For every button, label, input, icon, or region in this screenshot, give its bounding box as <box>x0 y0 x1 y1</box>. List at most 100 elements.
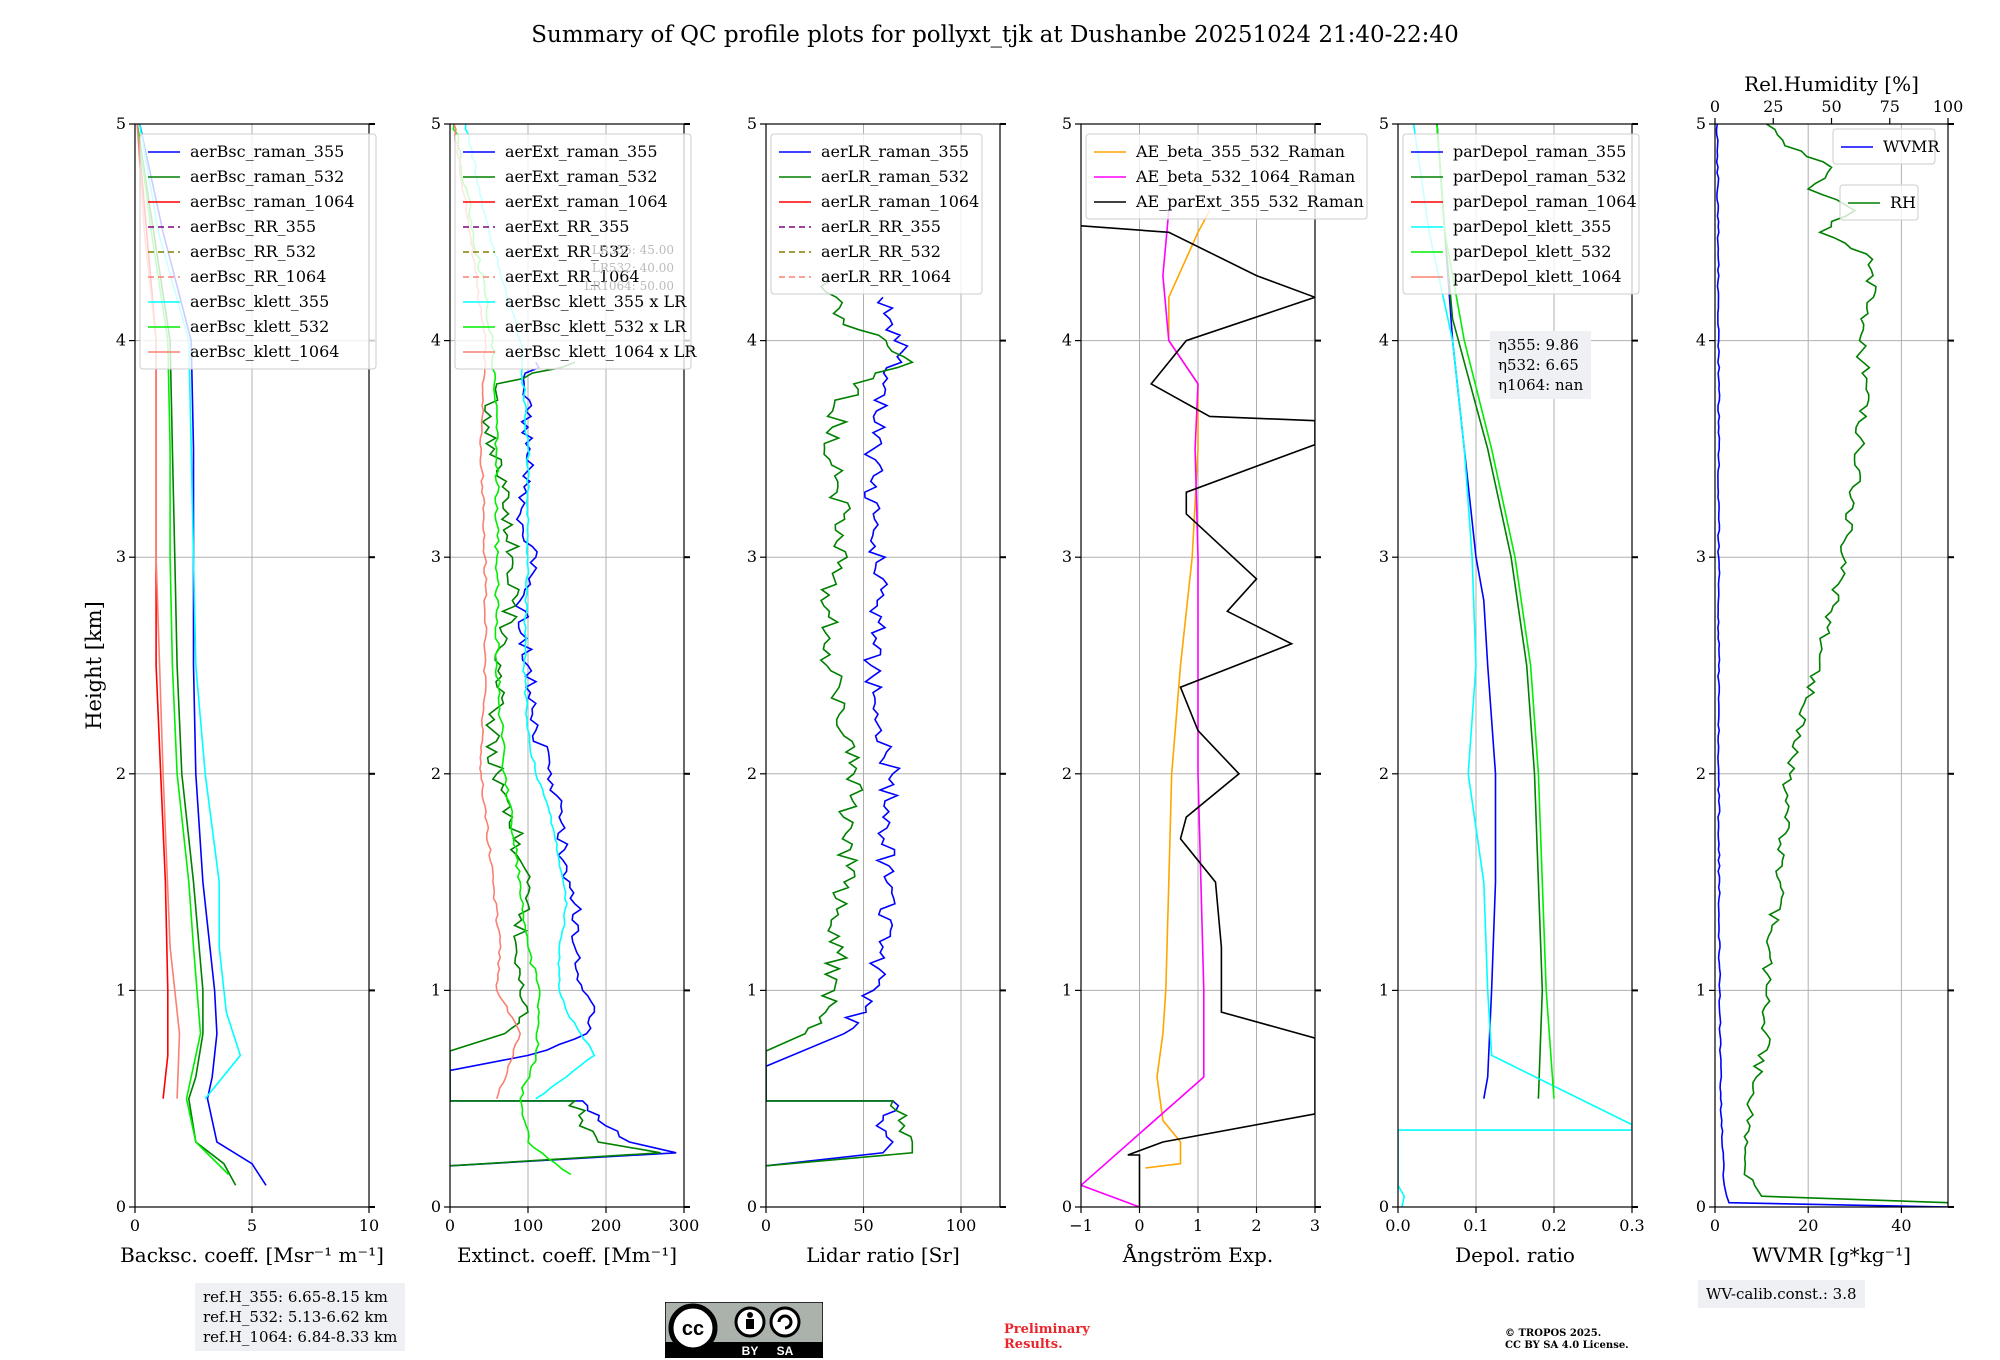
cc-sa-label: SA <box>777 1344 794 1358</box>
wv-ytick-label: 2 <box>1696 764 1706 783</box>
eta-355: η355: 9.86 <box>1498 336 1579 354</box>
wv-legend-label: WVMR <box>1883 137 1940 156</box>
svg-text:cc: cc <box>682 1318 704 1340</box>
wv-top-xtick-label: 100 <box>1933 97 1964 116</box>
depol-legend-label: parDepol_raman_532 <box>1453 167 1626 186</box>
wv-series-WVMR <box>1715 124 1948 1207</box>
bsc-ytick-label: 3 <box>116 547 126 566</box>
ae-xtick-label: 3 <box>1310 1216 1320 1235</box>
lr-xlabel: Lidar ratio [Sr] <box>806 1243 960 1267</box>
lr-series-aerLR_raman_355 <box>766 296 909 1167</box>
depol-xtick-label: 0.3 <box>1619 1216 1644 1235</box>
wv-xtick-label: 0 <box>1710 1216 1720 1235</box>
lr-ytick-label: 3 <box>747 547 757 566</box>
bsc-ytick-label: 5 <box>116 114 126 133</box>
ae-xtick-label: −1 <box>1069 1216 1093 1235</box>
wv-ytick-label: 0 <box>1696 1197 1706 1216</box>
wv-xlabel: WVMR [g*kg⁻¹] <box>1752 1243 1911 1267</box>
wv-legend-box <box>1832 128 1936 165</box>
bsc-legend-box <box>139 133 377 370</box>
ext-legend-label: aerExt_RR_532 <box>505 242 629 261</box>
eta-box: η355: 9.86 η532: 6.65 η1064: nan <box>1490 331 1592 399</box>
ext-annotation: LR532: 40.00 <box>592 261 674 275</box>
ae-xlabel: Ångström Exp. <box>1122 1242 1273 1267</box>
wv-top-xtick-label: 0 <box>1710 97 1720 116</box>
wv-series-RH <box>1743 124 1948 1204</box>
ext-legend-box <box>454 133 692 370</box>
bsc-ytick-label: 1 <box>116 980 126 999</box>
bsc-legend-label: aerBsc_raman_1064 <box>190 192 355 211</box>
ext-ytick-label: 2 <box>431 764 441 783</box>
depol-axes-frame <box>1397 123 1633 1208</box>
ae-legend-label: AE_parExt_355_532_Raman <box>1135 192 1364 211</box>
bsc-legend-label: aerBsc_RR_1064 <box>190 267 326 286</box>
depol-legend-label: parDepol_raman_1064 <box>1453 192 1637 211</box>
preliminary-note: Preliminary Results. <box>1004 1322 1090 1352</box>
ext-ytick-label: 5 <box>431 114 441 133</box>
lr-legend-label: aerLR_raman_355 <box>821 142 969 161</box>
depol-legend-label: parDepol_klett_355 <box>1453 217 1611 236</box>
lr-xtick-label: 100 <box>946 1216 977 1235</box>
lr-legend-box <box>770 133 983 295</box>
ae-xtick-label: 0 <box>1134 1216 1144 1235</box>
copyright-line-1: © TROPOS 2025. <box>1505 1328 1602 1339</box>
bsc-legend-label: aerBsc_RR_532 <box>190 242 316 261</box>
lr-legend-label: aerLR_RR_532 <box>821 242 941 261</box>
ae-ytick-label: 2 <box>1062 764 1072 783</box>
ext-xtick-label: 300 <box>669 1216 700 1235</box>
wv-legend2-label: RH <box>1890 193 1916 212</box>
wv-xtick-label: 40 <box>1891 1216 1911 1235</box>
depol-ytick-label: 0 <box>1379 1197 1389 1216</box>
bsc-legend-label: aerBsc_klett_1064 <box>190 342 339 361</box>
lr-xtick-label: 0 <box>761 1216 771 1235</box>
wv-xtick-label: 20 <box>1798 1216 1818 1235</box>
lr-legend-label: aerLR_raman_532 <box>821 167 969 186</box>
ae-xtick-label: 1 <box>1193 1216 1203 1235</box>
ext-xlabel: Extinct. coeff. [Mm⁻¹] <box>457 1243 677 1267</box>
ae-series-AE_parExt_355_532_Raman <box>1081 225 1315 1207</box>
lr-ytick-label: 0 <box>747 1197 757 1216</box>
ext-axes-frame <box>449 123 685 1208</box>
lr-ytick-label: 4 <box>747 331 757 350</box>
depol-ytick-label: 2 <box>1379 764 1389 783</box>
lr-legend-label: aerLR_RR_355 <box>821 217 941 236</box>
preliminary-line-1: Preliminary <box>1004 1322 1090 1337</box>
wv-top-xlabel: Rel.Humidity [%] <box>1744 72 1919 96</box>
lr-series-aerLR_raman_532 <box>766 275 915 1167</box>
depol-legend-label: parDepol_klett_532 <box>1453 242 1611 261</box>
ae-legend-box <box>1085 133 1368 220</box>
ext-legend-label: aerExt_raman_355 <box>505 142 658 161</box>
copyright-note: © TROPOS 2025. CC BY SA 4.0 License. <box>1505 1328 1629 1352</box>
ae-ytick-label: 0 <box>1062 1197 1072 1216</box>
wv-ytick-label: 3 <box>1696 547 1706 566</box>
ext-legend-label: aerExt_RR_1064 <box>505 267 640 286</box>
ext-xtick-label: 0 <box>445 1216 455 1235</box>
bsc-xtick-label: 0 <box>130 1216 140 1235</box>
eta-1064: η1064: nan <box>1498 376 1584 394</box>
ae-ytick-label: 5 <box>1062 114 1072 133</box>
lr-xtick-label: 50 <box>853 1216 873 1235</box>
ae-ytick-label: 3 <box>1062 547 1072 566</box>
ae-ytick-label: 1 <box>1062 980 1072 999</box>
ext-series-aerExt_raman_355 <box>450 361 677 1167</box>
ae-legend-label: AE_beta_355_532_Raman <box>1135 142 1345 161</box>
lr-ytick-label: 5 <box>747 114 757 133</box>
ext-xtick-label: 200 <box>591 1216 622 1235</box>
ae-legend-label: AE_beta_532_1064_Raman <box>1135 167 1355 186</box>
bsc-series-aerBsc_raman_355 <box>138 124 267 1186</box>
figure-title: Summary of QC profile plots for pollyxt_… <box>531 22 1459 48</box>
depol-legend-label: parDepol_raman_355 <box>1453 142 1626 161</box>
eta-532: η532: 6.65 <box>1498 356 1579 374</box>
depol-series-parDepol_raman_355 <box>1436 124 1497 1099</box>
ext-legend-label: aerExt_raman_532 <box>505 167 658 186</box>
ref-height-1064: ref.H_1064: 6.84-8.33 km <box>203 1328 398 1346</box>
depol-xtick-label: 0.0 <box>1385 1216 1410 1235</box>
depol-legend-box <box>1402 133 1640 295</box>
bsc-xtick-label: 5 <box>247 1216 257 1235</box>
bsc-legend-label: aerBsc_klett_532 <box>190 317 329 336</box>
bsc-xlabel: Backsc. coeff. [Msr⁻¹ m⁻¹] <box>120 1243 384 1267</box>
ext-annotation: LR1064: 50.00 <box>584 279 674 293</box>
bsc-ylabel: Height [km] <box>82 601 106 730</box>
lr-legend-label: aerLR_raman_1064 <box>821 192 979 211</box>
